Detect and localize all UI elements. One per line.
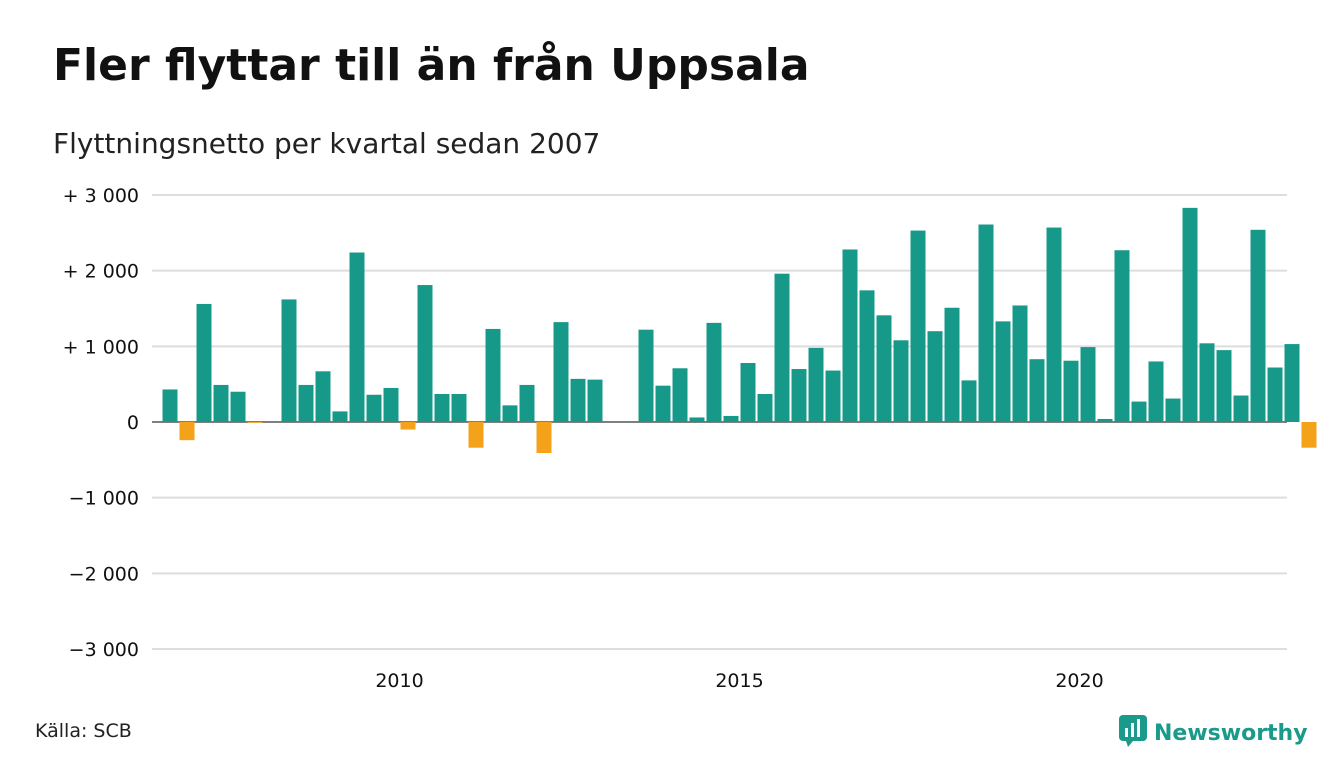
bar <box>689 417 705 422</box>
bar <box>213 384 229 422</box>
bar <box>1063 360 1079 422</box>
bar <box>1097 418 1113 422</box>
y-tick-label: −1 000 <box>69 488 139 510</box>
bar <box>1199 343 1215 422</box>
bar <box>808 347 824 422</box>
bar <box>638 329 654 422</box>
y-tick-label: −2 000 <box>69 563 139 585</box>
bar <box>825 370 841 422</box>
bar <box>1080 347 1096 422</box>
bar <box>179 422 195 441</box>
chart-title: Fler flyttar till än från Uppsala <box>53 40 810 91</box>
bar <box>706 322 722 422</box>
bar <box>893 340 909 422</box>
bar <box>570 378 586 422</box>
bar <box>791 369 807 422</box>
bar <box>587 379 603 422</box>
bar <box>230 391 246 422</box>
bar <box>434 394 450 422</box>
bar <box>383 387 399 422</box>
y-tick-label: −3 000 <box>69 639 139 661</box>
bar <box>1267 367 1283 422</box>
bar <box>672 368 688 422</box>
bar <box>927 331 943 422</box>
bar <box>349 252 365 422</box>
x-tick-label: 2010 <box>375 670 423 692</box>
bar <box>298 384 314 422</box>
bar <box>1250 229 1266 422</box>
bar <box>315 371 331 422</box>
brand-name: Newsworthy <box>1154 720 1308 746</box>
bar <box>1216 350 1232 422</box>
bar <box>162 389 178 422</box>
bar <box>281 299 297 422</box>
bar <box>1165 398 1181 422</box>
bar <box>944 307 960 422</box>
bar <box>1148 361 1164 422</box>
bar <box>910 230 926 422</box>
bar <box>859 290 875 422</box>
bar <box>1182 207 1198 422</box>
y-tick-label: + 1 000 <box>63 336 139 358</box>
bar <box>655 385 671 422</box>
bar <box>842 249 858 422</box>
x-tick-label: 2015 <box>715 670 763 692</box>
bar <box>485 328 501 422</box>
y-tick-label: + 2 000 <box>63 261 139 283</box>
bar <box>757 394 773 422</box>
brand: Newsworthy <box>1118 714 1308 752</box>
bar <box>1029 359 1045 422</box>
bar <box>876 315 892 422</box>
newsworthy-logo-icon <box>1118 714 1148 752</box>
bar <box>740 362 756 422</box>
bar <box>553 322 569 422</box>
bar <box>1131 401 1147 422</box>
bar <box>519 384 535 422</box>
bar <box>417 285 433 422</box>
bar <box>502 405 518 422</box>
bar <box>1301 422 1317 448</box>
bar <box>468 422 484 448</box>
y-tick-label: + 3 000 <box>63 185 139 207</box>
bar <box>536 422 552 454</box>
bar <box>723 415 739 422</box>
bar <box>1012 305 1028 422</box>
chart-subtitle: Flyttningsnetto per kvartal sedan 2007 <box>53 127 601 160</box>
bar <box>332 411 348 422</box>
bar <box>1046 227 1062 422</box>
bar <box>774 273 790 422</box>
bar <box>961 380 977 422</box>
bar <box>1114 250 1130 422</box>
x-tick-label: 2020 <box>1055 670 1103 692</box>
bar <box>196 303 212 422</box>
source-note: Källa: SCB <box>35 720 132 742</box>
bar <box>1233 395 1249 422</box>
bar <box>247 422 263 423</box>
bar <box>400 422 416 430</box>
bar <box>995 321 1011 422</box>
bar <box>1284 344 1300 422</box>
bar <box>366 394 382 422</box>
y-tick-label: 0 <box>127 412 139 434</box>
bar <box>451 394 467 422</box>
bar <box>978 224 994 422</box>
